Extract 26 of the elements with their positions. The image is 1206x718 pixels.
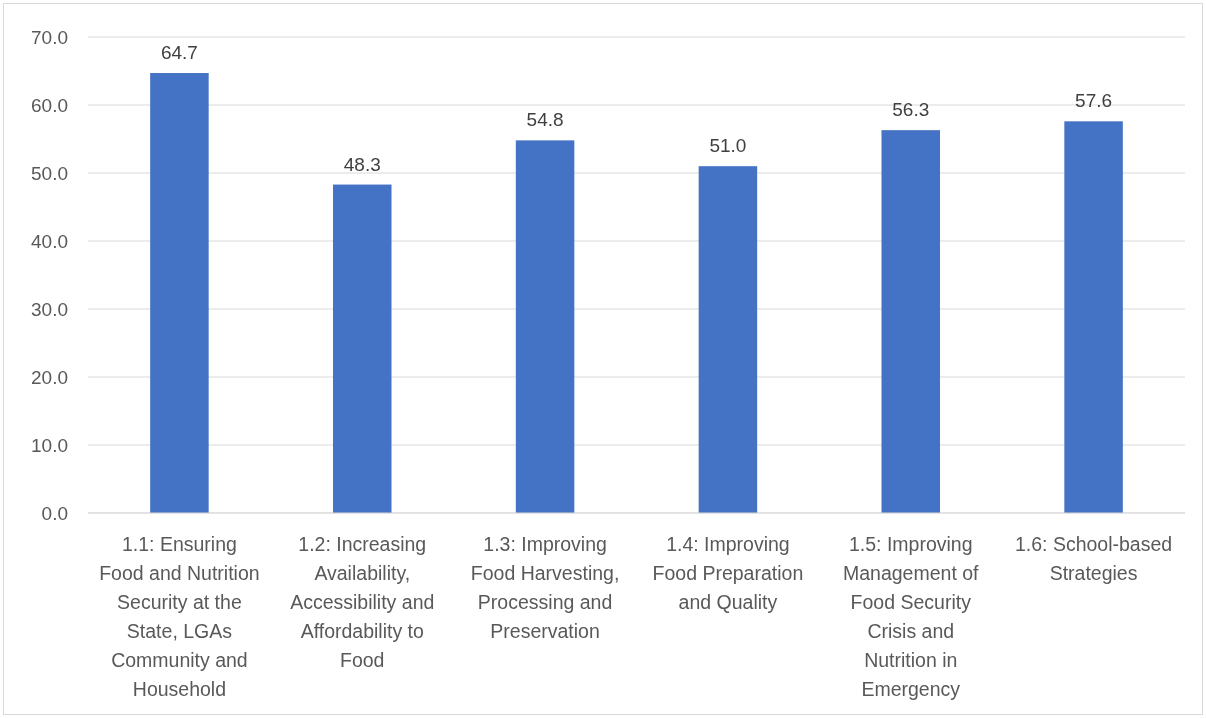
data-label: 51.0	[709, 135, 747, 157]
x-tick-label: 1.6: School-based Strategies	[1014, 533, 1173, 584]
y-tick-label: 70.0	[31, 26, 68, 48]
y-tick-label: 0.0	[41, 502, 68, 524]
x-tick-label: 1.4: Improving Food Preparation and Quality	[652, 533, 804, 613]
y-tick-label: 40.0	[31, 230, 68, 252]
bar	[698, 166, 758, 513]
data-label: 54.8	[526, 109, 564, 131]
data-label: 56.3	[892, 99, 930, 121]
x-tick-label: 1.2: Increasing Availability, Accessibility and Affordability to Food	[290, 533, 435, 671]
y-tick-label: 30.0	[31, 298, 68, 320]
y-tick-label: 10.0	[31, 434, 68, 456]
y-tick-label: 20.0	[31, 366, 68, 388]
y-tick-label: 60.0	[31, 94, 68, 116]
bar	[150, 73, 209, 513]
data-label: 57.6	[1075, 90, 1113, 112]
data-label: 64.7	[160, 42, 198, 64]
y-tick-label: 50.0	[31, 162, 68, 184]
bar	[333, 184, 392, 513]
data-label: 48.3	[343, 153, 381, 175]
bar	[1064, 121, 1123, 513]
bar	[881, 130, 940, 513]
x-tick-label: 1.5: Improving Management of Food Security Crisis and Nutrition in Emergency	[842, 533, 980, 700]
bar	[515, 140, 575, 513]
x-tick-label: 1.3: Improving Food Harvesting, Processing and Preservation	[470, 533, 620, 642]
x-tick-label: 1.1: Ensuring Food and Nutrition Security at the State, LGAs Community and Household	[99, 533, 260, 700]
